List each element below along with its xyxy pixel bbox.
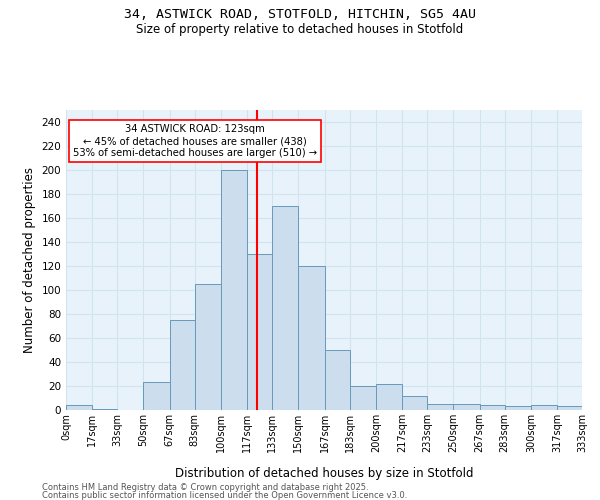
- Bar: [350, 386, 376, 410]
- Bar: [92, 409, 117, 410]
- Text: Distribution of detached houses by size in Stotfold: Distribution of detached houses by size …: [175, 467, 473, 480]
- Bar: [427, 404, 454, 410]
- Bar: [505, 406, 531, 410]
- Bar: [325, 350, 350, 410]
- Bar: [194, 284, 221, 410]
- Text: 34 ASTWICK ROAD: 123sqm
← 45% of detached houses are smaller (438)
53% of semi-d: 34 ASTWICK ROAD: 123sqm ← 45% of detache…: [73, 124, 317, 158]
- Bar: [376, 384, 402, 410]
- Bar: [221, 170, 247, 410]
- Bar: [531, 405, 557, 410]
- Text: Contains public sector information licensed under the Open Government Licence v3: Contains public sector information licen…: [42, 490, 407, 500]
- Y-axis label: Number of detached properties: Number of detached properties: [23, 167, 36, 353]
- Bar: [454, 404, 480, 410]
- Bar: [402, 396, 427, 410]
- Bar: [170, 320, 194, 410]
- Bar: [66, 405, 92, 410]
- Bar: [298, 266, 325, 410]
- Bar: [247, 254, 272, 410]
- Text: Contains HM Land Registry data © Crown copyright and database right 2025.: Contains HM Land Registry data © Crown c…: [42, 484, 368, 492]
- Bar: [272, 206, 298, 410]
- Bar: [557, 406, 582, 410]
- Text: 34, ASTWICK ROAD, STOTFOLD, HITCHIN, SG5 4AU: 34, ASTWICK ROAD, STOTFOLD, HITCHIN, SG5…: [124, 8, 476, 20]
- Bar: [143, 382, 170, 410]
- Text: Size of property relative to detached houses in Stotfold: Size of property relative to detached ho…: [136, 22, 464, 36]
- Bar: [480, 405, 505, 410]
